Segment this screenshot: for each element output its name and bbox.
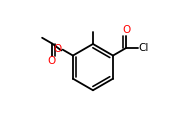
Text: O: O [48, 56, 56, 66]
Text: O: O [53, 44, 62, 54]
Text: O: O [122, 25, 130, 35]
Text: Cl: Cl [139, 43, 149, 53]
